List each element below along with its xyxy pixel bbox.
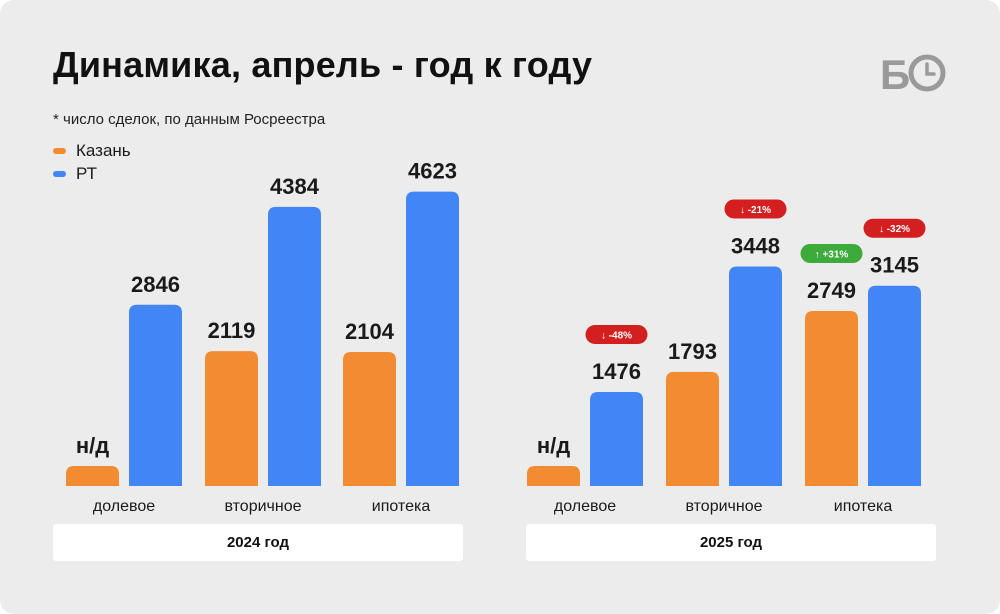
bar-rt-1-0 — [590, 392, 643, 486]
category-label-0-1: вторичное — [225, 498, 302, 515]
legend-swatch-rt — [53, 170, 66, 177]
bo-logo: Б — [880, 51, 946, 95]
chart-1: н/д 1476 ↓ -48% долевое 1793 3448 ↓ -21% вторич… — [527, 199, 926, 515]
change-badge-rt-1-2 — [863, 218, 926, 238]
legend-label-kazan: Казань — [76, 140, 131, 160]
value-label-rt-0-2: 4623 — [408, 159, 457, 184]
value-label-kazan-0-2: 2104 — [345, 319, 395, 344]
legend-item-rt: РТ — [53, 162, 131, 185]
legend-swatch-kazan — [53, 147, 66, 154]
value-label-kazan-1-0: н/д — [537, 433, 570, 458]
value-label-rt-0-1: 4384 — [270, 174, 320, 199]
bar-kazan-1-0 — [527, 466, 580, 486]
category-label-0-0: долевое — [93, 498, 155, 515]
change-label-rt-1-2: ↓ -32% — [879, 224, 910, 235]
chart-0: н/д 2846 долевое 2119 4384 вторичное 2104 4623 и… — [66, 159, 459, 515]
bar-rt-0-0 — [129, 304, 182, 486]
value-label-kazan-1-2: 2749 — [807, 278, 856, 303]
change-label-rt-1-0: ↓ -48% — [601, 331, 632, 342]
bar-rt-0-2 — [406, 191, 459, 486]
category-label-1-2: ипотека — [834, 498, 893, 515]
bar-kazan-0-1 — [205, 351, 258, 486]
category-label-1-1: вторичное — [686, 498, 763, 515]
change-label-kazan-1-2: ↑ +31% — [815, 249, 849, 260]
value-label-rt-0-0: 2846 — [131, 272, 180, 297]
value-label-kazan-0-1: 2119 — [208, 318, 256, 343]
legend: Казань РТ — [53, 139, 131, 185]
legend-label-rt: РТ — [76, 163, 97, 183]
page-title: Динамика, апрель - год к году — [53, 44, 593, 85]
value-label-rt-1-0: 1476 — [592, 359, 641, 384]
bar-rt-1-2 — [868, 285, 921, 486]
chart-subtitle: * число сделок, по данным Росреестра — [53, 111, 326, 128]
change-badge-rt-1-1 — [724, 199, 787, 219]
clock-icon — [908, 54, 946, 92]
bar-kazan-1-2 — [805, 310, 858, 486]
change-badge-rt-1-0 — [585, 325, 648, 345]
bar-rt-0-1 — [268, 206, 321, 486]
bar-kazan-0-0 — [66, 466, 119, 486]
category-label-0-2: ипотека — [372, 498, 431, 515]
year-label-2024: 2024 год — [53, 524, 463, 561]
year-label-2025: 2025 год — [526, 524, 936, 561]
bar-kazan-0-2 — [343, 352, 396, 486]
change-label-rt-1-1: ↓ -21% — [740, 205, 771, 216]
change-badge-kazan-1-2 — [800, 243, 863, 263]
value-label-rt-1-2: 3145 — [870, 253, 919, 278]
bar-kazan-1-1 — [666, 371, 719, 486]
category-label-1-0: долевое — [554, 498, 616, 515]
value-label-kazan-0-0: н/д — [76, 433, 109, 458]
logo-letter: Б — [880, 51, 910, 95]
bar-rt-1-1 — [729, 266, 782, 486]
value-label-rt-1-1: 3448 — [731, 233, 780, 258]
value-label-kazan-1-1: 1793 — [668, 339, 717, 364]
legend-item-kazan: Казань — [53, 139, 131, 162]
